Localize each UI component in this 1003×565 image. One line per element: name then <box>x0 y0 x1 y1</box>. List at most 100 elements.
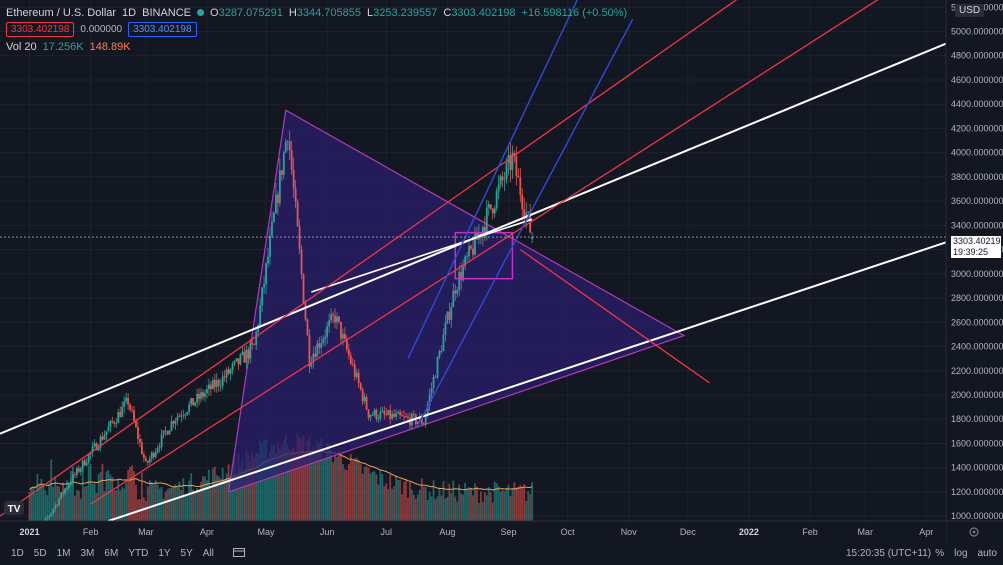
volume-bar <box>377 484 380 521</box>
candle-body <box>101 436 104 440</box>
volume-bar <box>56 485 59 521</box>
volume-bar <box>146 486 149 521</box>
open-label: O <box>210 6 219 19</box>
settings-gear-icon[interactable] <box>969 527 979 537</box>
volume-bar <box>397 479 400 521</box>
range-button-ytd[interactable]: YTD <box>128 548 149 559</box>
candle-body <box>75 468 78 475</box>
range-button-1y[interactable]: 1Y <box>158 548 171 559</box>
volume-bar <box>294 451 297 521</box>
price-tick-label: 4800.000000 <box>951 51 1003 61</box>
volume-bar <box>334 454 336 521</box>
candle-body <box>347 349 350 356</box>
volume-bar <box>351 460 354 521</box>
time-axis-background[interactable] <box>0 521 946 542</box>
clock-time[interactable]: 15:20:35 (UTC+11) <box>846 548 932 559</box>
volume-bar <box>164 492 167 521</box>
candle-body <box>97 447 100 451</box>
candle-body <box>170 421 173 431</box>
auto-toggle[interactable]: auto <box>977 548 997 559</box>
low-value: 3253.239557 <box>373 6 438 19</box>
volume-bar <box>481 501 484 521</box>
volume-bar <box>36 473 39 521</box>
candle-body <box>472 248 474 255</box>
candle-body <box>531 237 534 240</box>
candle-body <box>223 376 226 378</box>
symbol-title[interactable]: Ethereum / U.S. Dollar <box>6 6 117 19</box>
last-price-value: 3303.402198 <box>953 236 1003 246</box>
volume-label[interactable]: Vol 20 <box>6 40 37 53</box>
volume-bar <box>468 487 470 521</box>
candle-body <box>292 170 295 189</box>
range-button-all[interactable]: All <box>202 548 214 559</box>
interval-label[interactable]: 1D <box>122 6 137 19</box>
volume-bar <box>379 469 382 521</box>
volume-bar <box>156 484 159 521</box>
tradingview-logo[interactable]: TV <box>4 501 24 515</box>
candle-body <box>302 274 305 304</box>
price-tick-label: 2600.000000 <box>951 317 1003 327</box>
candle-body <box>407 416 409 418</box>
candle-body <box>115 422 118 424</box>
currency-button[interactable]: USD <box>955 4 985 17</box>
volume-bar <box>174 484 177 521</box>
volume-bar <box>135 484 137 521</box>
price-tick-label: 2800.000000 <box>951 293 1003 303</box>
candle-body <box>229 369 232 374</box>
candle-body <box>326 326 329 337</box>
candle-body <box>178 415 181 417</box>
buy-price-box[interactable]: 3303.402198 <box>128 22 197 37</box>
candle-body <box>154 451 157 458</box>
blue-line-drawing <box>407 0 578 359</box>
range-button-5y[interactable]: 5Y <box>180 548 193 559</box>
candle-body <box>156 448 159 452</box>
candle-body <box>144 458 147 461</box>
range-button-6m[interactable]: 6M <box>104 548 119 559</box>
volume-bar <box>509 495 512 521</box>
calendar-range-icon[interactable] <box>232 547 245 560</box>
candle-body <box>387 410 390 415</box>
time-tick-label: Oct <box>561 527 576 537</box>
candle-body <box>300 249 303 275</box>
volume-bar <box>284 435 287 521</box>
volume-bar <box>422 487 425 521</box>
candle-body <box>160 434 163 447</box>
candle-body <box>401 415 403 416</box>
rectangle-drawing[interactable] <box>454 231 514 280</box>
candle-body <box>462 266 465 281</box>
candle-body <box>332 314 334 316</box>
price-tick-label: 1800.000000 <box>951 414 1003 424</box>
volume-bar <box>501 489 504 521</box>
volume-bar <box>517 486 520 521</box>
range-button-3m[interactable]: 3M <box>80 548 95 559</box>
exchange-label: BINANCE <box>142 6 192 19</box>
price-chart[interactable]: 1000.000000 1200.000000 1400.000000 1600.00… <box>0 0 1003 542</box>
volume-bar <box>466 488 468 521</box>
candle-body <box>119 412 122 417</box>
log-toggle[interactable]: log <box>954 548 968 559</box>
range-button-1m[interactable]: 1M <box>56 548 71 559</box>
candle-body <box>381 410 384 412</box>
sell-price-box[interactable]: 3303.402198 <box>6 22 75 37</box>
volume-bar <box>298 437 301 521</box>
range-button-1d[interactable]: 1D <box>11 548 24 559</box>
candle-body <box>296 201 299 227</box>
volume-bar <box>529 494 532 521</box>
volume-bar <box>117 479 120 521</box>
candle-body <box>377 418 380 420</box>
percent-toggle[interactable]: % <box>935 548 945 559</box>
candle-body <box>146 460 149 463</box>
volume-bar <box>345 470 348 521</box>
volume-bar <box>527 491 530 521</box>
candle-body <box>286 141 289 143</box>
price-axis-background[interactable] <box>946 0 1003 542</box>
trend-lines[interactable] <box>0 0 947 522</box>
volume-bar <box>172 485 175 521</box>
candle-body <box>158 446 161 449</box>
candle-body <box>190 398 193 405</box>
time-tick-label: Feb <box>83 527 99 537</box>
candle-body <box>294 188 297 202</box>
candle-body <box>135 420 137 427</box>
candle-body <box>85 462 88 466</box>
range-button-5d[interactable]: 5D <box>33 548 47 559</box>
